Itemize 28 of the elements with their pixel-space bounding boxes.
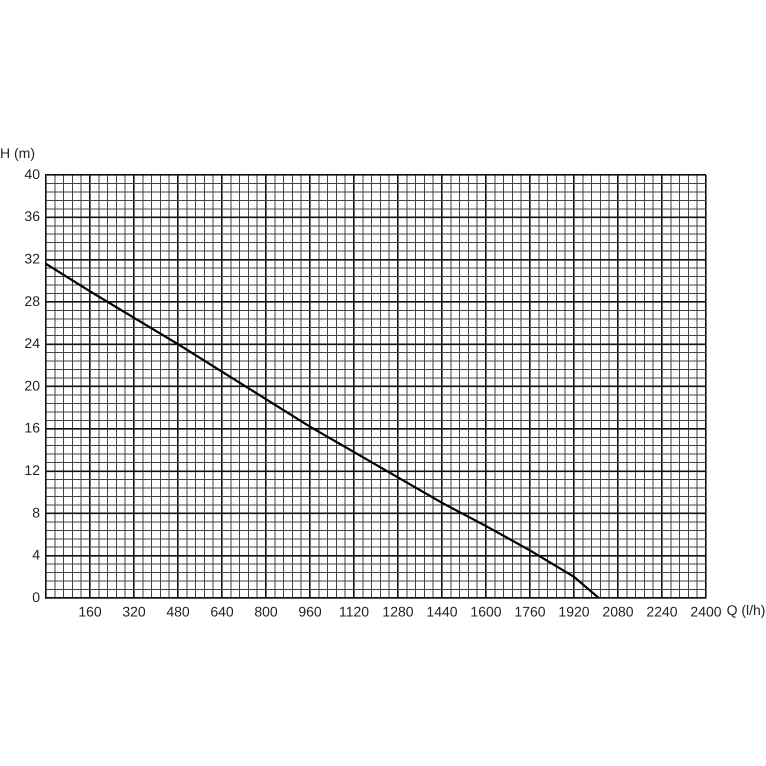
x-tick-label: 1440 bbox=[426, 603, 458, 620]
y-tick-label: 16 bbox=[24, 420, 40, 436]
y-tick-label: 0 bbox=[32, 588, 40, 605]
x-tick-label: 800 bbox=[254, 603, 278, 620]
y-tick-label: 20 bbox=[24, 377, 40, 394]
x-tick-label: 160 bbox=[78, 603, 102, 620]
x-tick-label: 2240 bbox=[646, 603, 678, 620]
x-tick-label: 1920 bbox=[558, 603, 590, 620]
x-tick-label: 2080 bbox=[602, 603, 634, 620]
x-axis-title: Q (l/h) bbox=[726, 602, 766, 618]
y-tick-label: 24 bbox=[24, 335, 40, 352]
y-tick-label: 36 bbox=[24, 208, 40, 224]
y-axis-title: H (m) bbox=[0, 144, 35, 161]
x-tick-label: 960 bbox=[298, 603, 322, 620]
x-tick-label: 480 bbox=[166, 603, 190, 620]
y-tick-label: 32 bbox=[24, 250, 40, 266]
x-tick-label: 1600 bbox=[470, 603, 502, 620]
x-tick-label: 1760 bbox=[514, 603, 546, 620]
x-tick-label: 2400 bbox=[690, 603, 722, 620]
x-tick-label: 1120 bbox=[338, 603, 370, 620]
y-tick-label: 8 bbox=[32, 504, 40, 520]
x-tick-label: 640 bbox=[210, 603, 234, 620]
y-tick-label: 28 bbox=[24, 292, 40, 309]
x-tick-label: 320 bbox=[122, 603, 146, 620]
y-tick-label: 40 bbox=[24, 166, 40, 182]
y-tick-label: 12 bbox=[24, 462, 40, 478]
x-tick-label: 1280 bbox=[382, 603, 414, 620]
y-tick-label: 4 bbox=[32, 546, 40, 563]
